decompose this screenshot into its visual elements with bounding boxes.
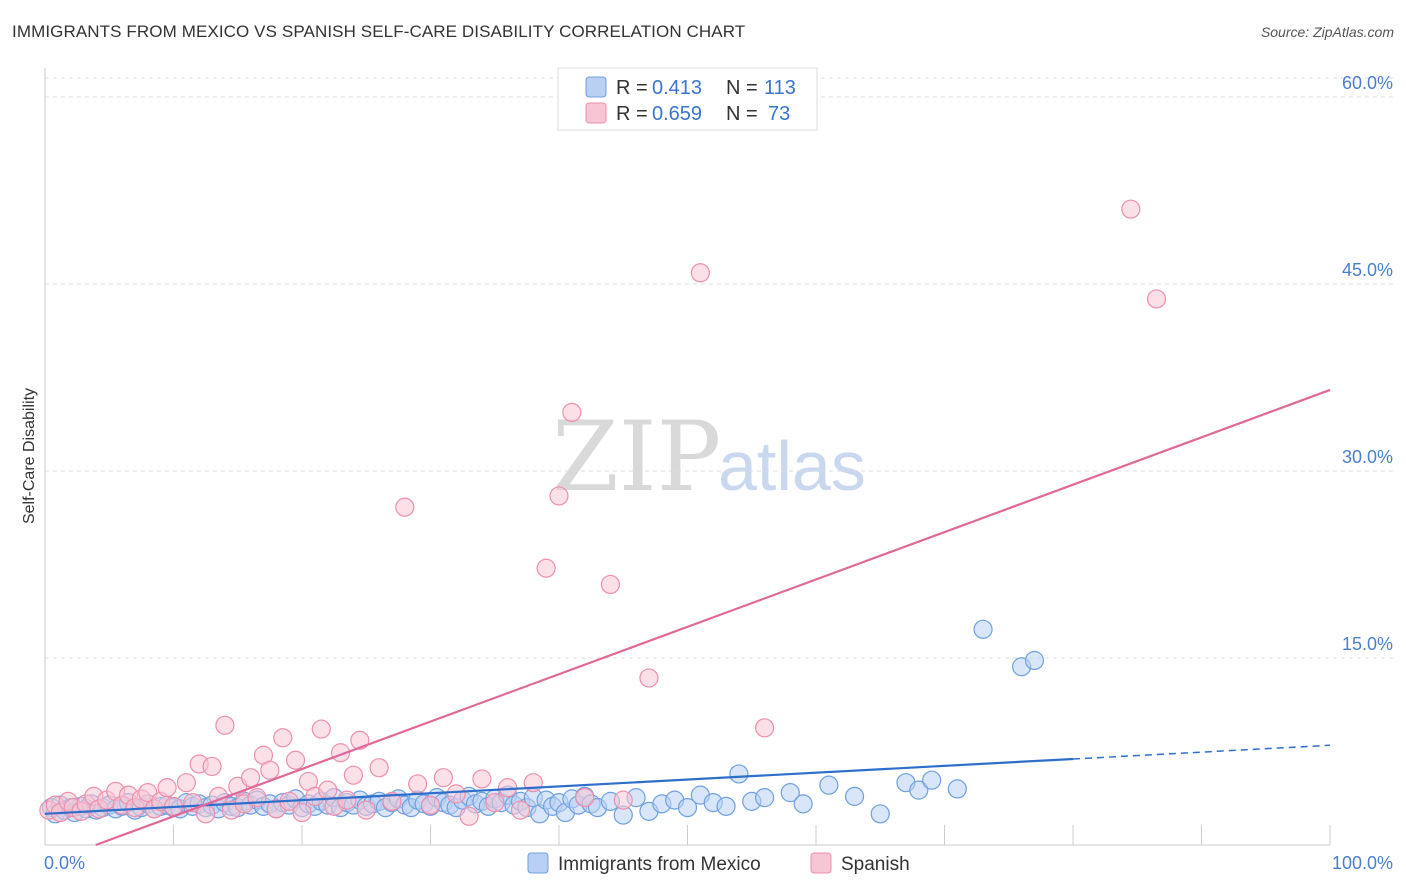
point-spanish-50 bbox=[382, 791, 402, 811]
point-spanish-57 bbox=[472, 769, 492, 789]
chart-title: IMMIGRANTS FROM MEXICO VS SPANISH SELF-C… bbox=[12, 22, 746, 41]
point-spanish-64 bbox=[562, 402, 582, 423]
x-tick-label-100: 100.0% bbox=[1332, 853, 1393, 873]
point-mexico-97 bbox=[716, 796, 736, 816]
point-mexico-109 bbox=[947, 779, 967, 799]
legend-swatch-mexico bbox=[585, 76, 607, 98]
legend-r-value-spanish: 0.659 bbox=[652, 103, 702, 125]
point-spanish-38 bbox=[292, 802, 312, 823]
x-tick-label-0: 0.0% bbox=[44, 853, 85, 873]
point-spanish-42 bbox=[318, 780, 338, 800]
y-axis-title: Self-Care Disability bbox=[21, 388, 38, 524]
point-mexico-110 bbox=[973, 619, 993, 639]
top-legend: R = 0.413 N = 113 R = 0.659 N = 73 bbox=[557, 67, 818, 131]
legend-n-value-spanish: 73 bbox=[768, 103, 790, 125]
point-spanish-30 bbox=[241, 768, 261, 788]
point-mexico-100 bbox=[754, 788, 775, 808]
point-spanish-72 bbox=[1146, 289, 1167, 309]
point-spanish-33 bbox=[260, 760, 280, 780]
point-spanish-49 bbox=[369, 758, 389, 778]
gridlines bbox=[45, 77, 1395, 659]
point-spanish-65 bbox=[575, 788, 595, 808]
legend-n-label-spanish: N = bbox=[726, 103, 758, 125]
point-spanish-46 bbox=[343, 765, 363, 785]
y-tick-label-45: 45.0% bbox=[1342, 260, 1393, 280]
trend-line-mexico bbox=[44, 757, 1074, 815]
point-spanish-71 bbox=[1121, 199, 1141, 219]
point-spanish-67 bbox=[613, 790, 633, 810]
point-spanish-20 bbox=[176, 773, 196, 793]
legend-r-label-spanish: R = bbox=[616, 103, 648, 125]
point-spanish-59 bbox=[498, 778, 518, 798]
y-tick-label-15: 15.0% bbox=[1342, 634, 1393, 654]
trend-line-mexico-extrapolated bbox=[1072, 744, 1331, 760]
point-mexico-104 bbox=[844, 786, 865, 806]
point-mexico-102 bbox=[793, 794, 813, 814]
point-spanish-51 bbox=[395, 497, 415, 517]
point-spanish-62 bbox=[536, 558, 556, 578]
point-spanish-58 bbox=[485, 793, 505, 813]
point-spanish-70 bbox=[754, 718, 775, 738]
bottom-legend: Immigrants from Mexico Spanish bbox=[527, 852, 910, 875]
point-mexico-107 bbox=[909, 780, 929, 800]
legend-r-label-mexico: R = bbox=[616, 77, 648, 99]
point-spanish-48 bbox=[356, 800, 376, 820]
point-spanish-63 bbox=[549, 486, 569, 506]
point-spanish-68 bbox=[639, 668, 659, 688]
point-spanish-47 bbox=[350, 730, 370, 750]
point-spanish-24 bbox=[202, 756, 222, 777]
point-spanish-66 bbox=[600, 574, 621, 595]
source-label: Source: ZipAtlas.com bbox=[1260, 24, 1394, 40]
bottom-legend-label-mexico: Immigrants from Mexico bbox=[558, 854, 761, 875]
point-spanish-35 bbox=[273, 728, 293, 748]
point-spanish-53 bbox=[420, 795, 441, 815]
y-tick-label-60: 60.0% bbox=[1342, 73, 1393, 93]
bottom-legend-swatch-spanish bbox=[810, 852, 832, 874]
bottom-legend-swatch-mexico bbox=[527, 852, 549, 874]
point-spanish-55 bbox=[446, 784, 466, 804]
y-tick-labels: 15.0% 30.0% 45.0% 60.0% bbox=[1342, 73, 1393, 654]
point-mexico-112 bbox=[1024, 650, 1045, 671]
point-mexico-103 bbox=[819, 775, 839, 795]
point-spanish-56 bbox=[459, 806, 479, 826]
point-spanish-37 bbox=[285, 750, 306, 770]
axes bbox=[44, 68, 1331, 846]
legend-n-value-mexico: 113 bbox=[764, 77, 796, 99]
trend-line-spanish bbox=[95, 388, 1331, 847]
legend-swatch-spanish bbox=[585, 102, 607, 124]
point-spanish-41 bbox=[311, 719, 331, 739]
bottom-legend-label-spanish: Spanish bbox=[841, 854, 910, 875]
point-mexico-94 bbox=[677, 797, 698, 818]
legend-r-value-mexico: 0.413 bbox=[652, 77, 702, 99]
point-spanish-54 bbox=[433, 768, 453, 788]
point-spanish-60 bbox=[510, 800, 531, 820]
legend-n-label-mexico: N = bbox=[726, 77, 758, 99]
watermark-zip: ZIP bbox=[552, 401, 721, 513]
point-spanish-69 bbox=[690, 263, 710, 283]
point-mexico-98 bbox=[729, 764, 749, 784]
point-spanish-26 bbox=[215, 715, 235, 735]
y-tick-label-30: 30.0% bbox=[1342, 447, 1393, 467]
point-mexico-108 bbox=[922, 770, 942, 790]
point-spanish-18 bbox=[157, 778, 177, 798]
watermark-atlas: atlas bbox=[718, 427, 866, 505]
point-spanish-52 bbox=[408, 774, 428, 794]
x-tick-labels: 0.0% 100.0% bbox=[44, 853, 1393, 873]
point-spanish-45 bbox=[337, 790, 357, 810]
point-mexico-105 bbox=[870, 804, 890, 824]
trend-lines bbox=[44, 388, 1331, 847]
series-spanish-points bbox=[39, 199, 1167, 826]
point-mexico-101 bbox=[780, 783, 800, 803]
